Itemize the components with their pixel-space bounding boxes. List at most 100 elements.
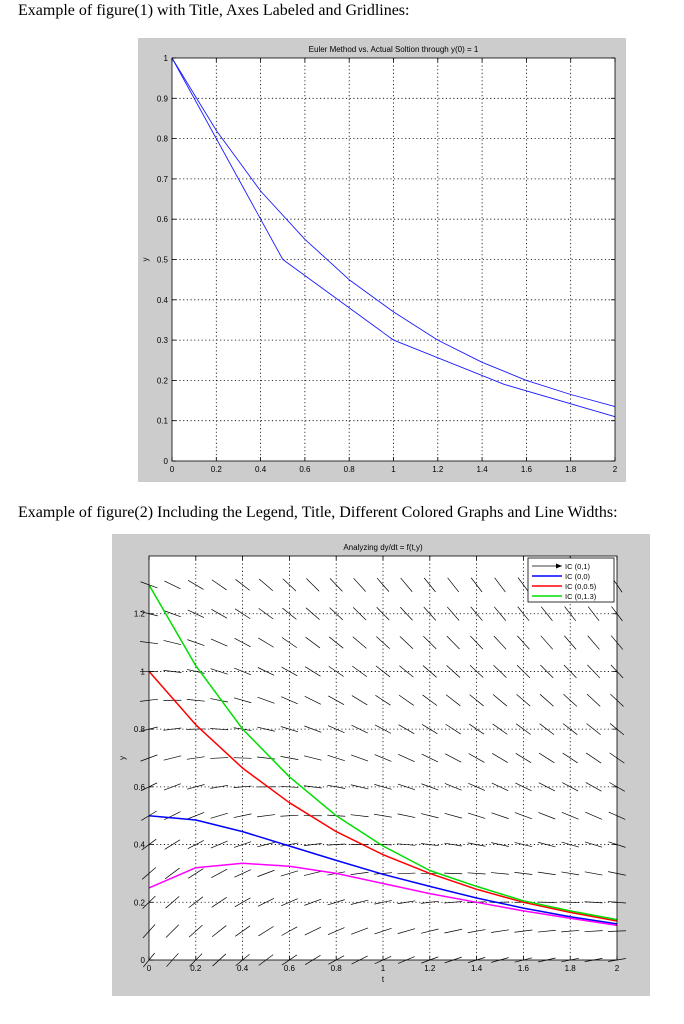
direction-field-segment [421,753,439,763]
series-line-5 [148,862,618,927]
y-tick-label: 1 [164,54,169,63]
direction-field-segment [282,578,297,592]
direction-field-segment [235,925,251,937]
direction-field-segment [469,665,484,678]
direction-field-segment [163,610,181,618]
x-tick-label: 2 [613,465,618,474]
direction-field-segment [257,667,275,676]
x-axis-label: t [382,975,385,984]
y-tick-label: 0.7 [157,175,169,184]
direction-field-segment [234,897,251,908]
series-line-3 [148,670,618,922]
legend-arrow-head [556,563,562,569]
direction-field-segment [491,812,509,819]
figure2-caption: Example of figure(2) Including the Legen… [18,504,618,521]
direction-field-segment [211,897,227,908]
x-tick-label: 1.2 [424,964,436,973]
direction-field-segment [280,726,299,733]
direction-field-segment [584,871,603,876]
direction-field-segment [563,664,577,679]
direction-field-segment [374,813,392,818]
direction-field-segment [587,635,600,650]
x-tick-label: 1.4 [477,465,489,474]
direction-field-segment [374,724,392,734]
direction-field-segment [538,782,555,792]
direction-field-segment [561,811,579,820]
direction-field-segment [493,635,507,650]
direction-field-segment [420,813,439,819]
direction-field-segment [398,753,415,763]
direction-field-segment [445,753,462,763]
x-tick-label: 0 [170,465,175,474]
x-tick-label: 0.4 [237,964,249,973]
direction-field-segment [350,899,369,905]
direction-field-segment [584,841,603,848]
direction-field-segment [585,752,602,764]
direction-field-segment [211,868,228,879]
direction-field-segment [210,668,228,675]
direction-field-segment [306,578,320,592]
direction-field-segment [398,724,415,734]
direction-field-segment [280,898,298,907]
chart-title: Euler Method vs. Actual Soltion through … [309,45,479,54]
direction-field-segment [517,577,530,593]
series-line-4 [148,584,618,921]
direction-field-segment [257,814,275,818]
direction-field-segment [328,666,344,677]
y-tick-label: 0.6 [134,783,146,792]
direction-field-segment [210,812,228,819]
legend-label-3: IC (0,0.5) [565,582,597,591]
direction-field-segment [186,699,205,702]
direction-field-segment [493,606,507,621]
direction-field-segment [587,664,601,679]
direction-field-segment [374,900,392,905]
direction-field-segment [164,811,181,821]
direction-field-segment [491,782,509,791]
direction-field-segment [164,580,181,590]
direction-field-segment [187,639,205,646]
direction-field-segment [233,757,252,759]
figure2: 0 0.2 0.4 0.6 0.8 1 1.2 1.4 1.6 1.8 2 0 0.2 0.4 0.6 0.8… [112,534,650,996]
direction-field-segment [586,723,601,736]
direction-field-segment [584,901,603,904]
direction-field-segment [515,752,532,764]
direction-field-segment [494,577,506,593]
x-tick-label: 1.8 [565,964,577,973]
direction-field-segment [493,664,507,678]
chart-title: Analyzing dy/dt = f(t,y) [343,543,423,552]
x-tick-label: 1.6 [518,964,530,973]
direction-field-segment [492,694,508,707]
y-tick-label: 0.8 [157,135,169,144]
direction-field-segment [280,756,299,760]
direction-field-segment [376,577,390,592]
y-tick-label: 0 [164,457,169,466]
direction-field-segment [305,607,320,620]
direction-field-segment [165,896,180,909]
direction-field-segment [514,842,533,848]
direction-field-segment [353,577,366,592]
direction-field-segment [188,868,204,879]
direction-field-segment [444,872,463,875]
direction-field-segment [538,812,556,820]
y-tick-label: 1 [141,667,146,676]
direction-field-segment [539,723,555,735]
y-tick-label: 0 [141,956,146,965]
direction-field-segment [351,927,369,935]
direction-field-segment [468,782,485,791]
direction-field-segment [186,756,205,760]
direction-field-segment [564,606,577,622]
direction-field-segment [562,723,578,735]
direction-field-segment [467,872,486,875]
direction-field-segment [211,579,227,591]
direction-field-segment [352,665,368,678]
direction-field-segment [163,755,182,761]
direction-field-segment [540,606,553,621]
direction-field-segment [516,664,531,678]
y-tick-label: 0.4 [157,296,169,305]
direction-field-segment [374,872,392,875]
direction-field-segment [187,579,204,590]
direction-field-segment [328,636,344,649]
direction-field-segment [327,725,345,734]
x-tick-label: 0.6 [284,964,296,973]
direction-field-segment [467,812,486,819]
